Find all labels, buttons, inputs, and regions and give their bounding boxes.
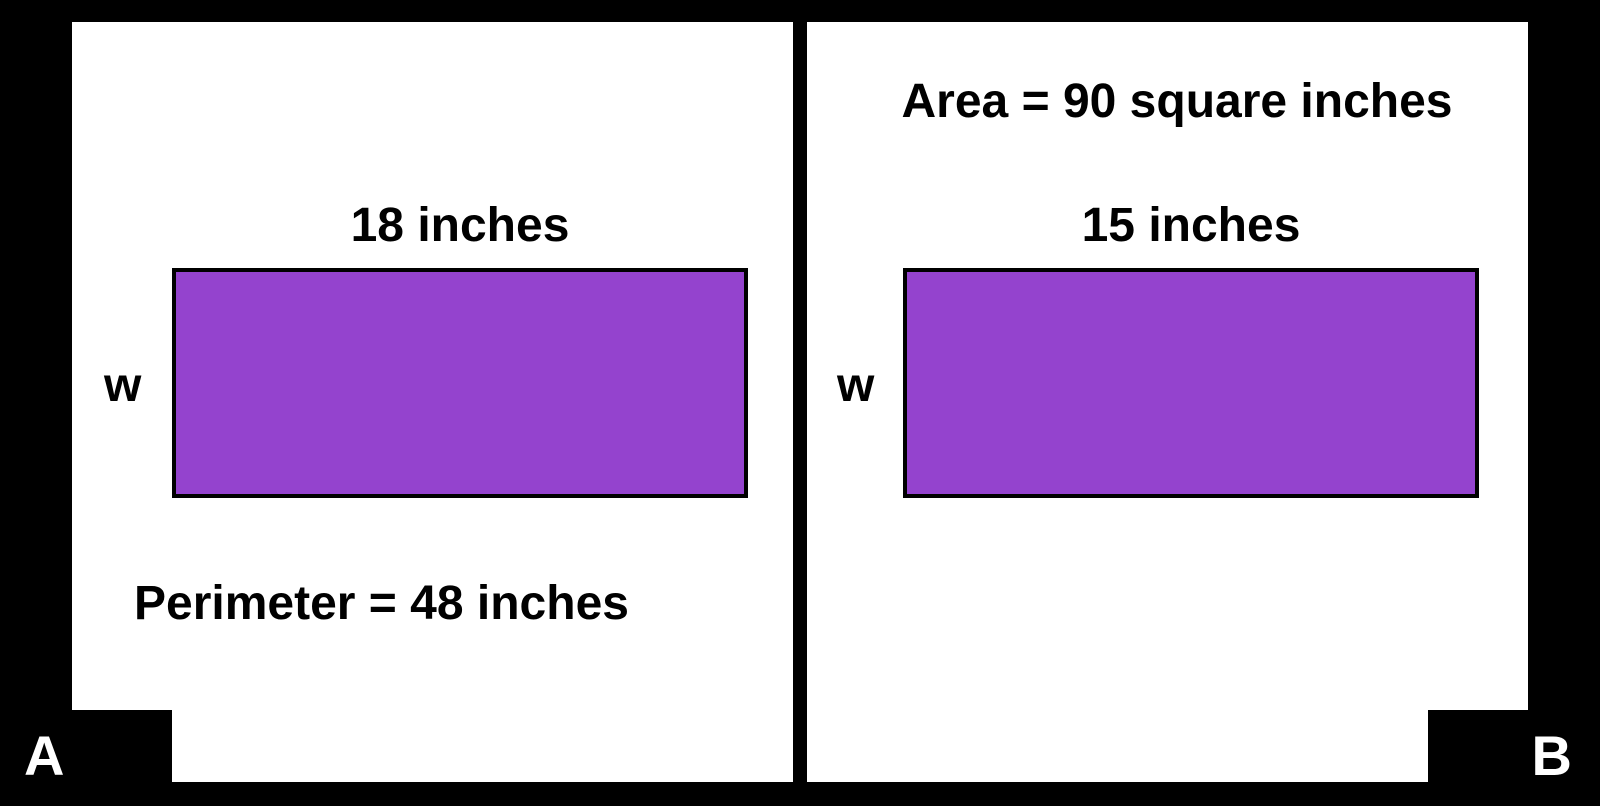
- panel-a-width-variable: w: [104, 358, 141, 413]
- panel-a-label: A: [24, 723, 64, 788]
- panels-container: 18 inches w Perimeter = 48 inches Area =…: [72, 22, 1528, 782]
- panel-b-label: B: [1532, 723, 1572, 788]
- panel-b: Area = 90 square inches 15 inches w: [800, 22, 1528, 782]
- panel-b-rectangle: [903, 268, 1479, 498]
- panel-b-area-text: Area = 90 square inches: [857, 74, 1497, 129]
- panel-a-rectangle: [172, 268, 748, 498]
- panel-a-top-dimension: 18 inches: [172, 198, 748, 253]
- panel-a-notch: [72, 710, 172, 782]
- panel-b-notch: [1428, 710, 1528, 782]
- panel-a-perimeter-text: Perimeter = 48 inches: [134, 576, 629, 631]
- panel-b-width-variable: w: [837, 358, 874, 413]
- panel-a: 18 inches w Perimeter = 48 inches: [72, 22, 800, 782]
- panel-b-top-dimension: 15 inches: [903, 198, 1479, 253]
